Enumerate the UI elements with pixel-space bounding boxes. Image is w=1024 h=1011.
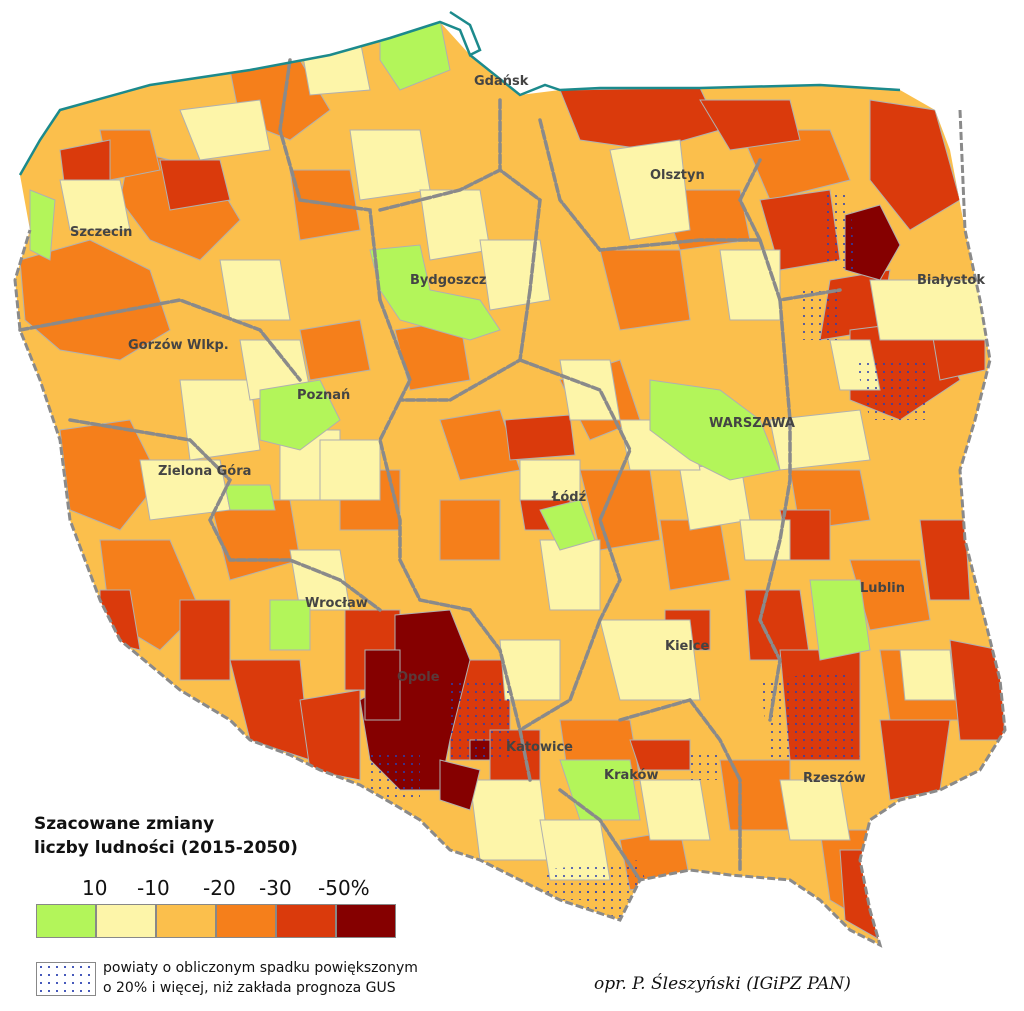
region-plus10	[29, 22, 871, 821]
legend-tick-1: 10	[82, 876, 108, 900]
voivodeship-borders	[18, 58, 842, 882]
legend-title-line1: Szacowane zmiany	[34, 814, 215, 834]
city-label-krakow: Kraków	[604, 768, 659, 783]
city-label-katowice: Katowice	[506, 740, 573, 755]
legend-tick-5: -50%	[318, 876, 370, 900]
city-label-gorzow: Gorzów Wlkp.	[128, 338, 229, 353]
city-label-gdansk: Gdańsk	[474, 74, 529, 89]
city-label-kielce: Kielce	[665, 639, 710, 654]
city-label-opole: Opole	[397, 670, 440, 685]
city-label-olsztyn: Olsztyn	[650, 168, 705, 183]
city-label-szczecin: Szczecin	[70, 225, 133, 240]
city-label-bydgoszcz: Bydgoszcz	[410, 273, 487, 288]
baltic-coastline	[18, 10, 901, 176]
city-label-lodz: Łódź	[552, 490, 587, 505]
legend-swatch-minus20	[156, 904, 216, 938]
region-minus50	[359, 204, 901, 811]
legend-swatch-minus40	[276, 904, 336, 938]
legend-swatch-minus10	[96, 904, 156, 938]
legend-dotted-description: powiaty o obliczonym spadku powiększonym…	[103, 958, 418, 998]
legend-dotted-line1: powiaty o obliczonym spadku powiększonym	[103, 960, 418, 976]
city-label-zielona-gora: Zielona Góra	[158, 464, 252, 479]
city-label-bialystok: Białystok	[917, 273, 985, 288]
legend-tick-4: -30	[259, 876, 292, 900]
legend-swatch-plus10	[36, 904, 96, 938]
city-label-wroclaw: Wrocław	[305, 596, 368, 611]
author-credit: opr. P. Śleszyński (IGiPZ PAN)	[594, 974, 851, 994]
city-label-warszawa: WARSZAWA	[709, 416, 795, 431]
legend-title: Szacowane zmiany liczby ludności (2015-2…	[34, 812, 298, 860]
legend-title-line2: liczby ludności (2015-2050)	[34, 838, 298, 858]
city-label-poznan: Poznań	[297, 388, 351, 403]
region-minus10	[59, 39, 991, 881]
city-label-lublin: Lublin	[860, 581, 906, 596]
country-border	[13, 109, 1007, 948]
legend-swatch-minus30	[216, 904, 276, 938]
legend-swatch-minus50	[336, 904, 396, 938]
dotted-regions	[370, 195, 930, 925]
legend-tick-2: -10	[137, 876, 170, 900]
legend-tick-3: -20	[203, 876, 236, 900]
city-label-rzeszow: Rzeszów	[803, 771, 866, 786]
legend-dotted-swatch	[36, 962, 96, 996]
legend-dotted-line2: o 20% i więcej, niż zakłada prognoza GUS	[103, 980, 396, 996]
